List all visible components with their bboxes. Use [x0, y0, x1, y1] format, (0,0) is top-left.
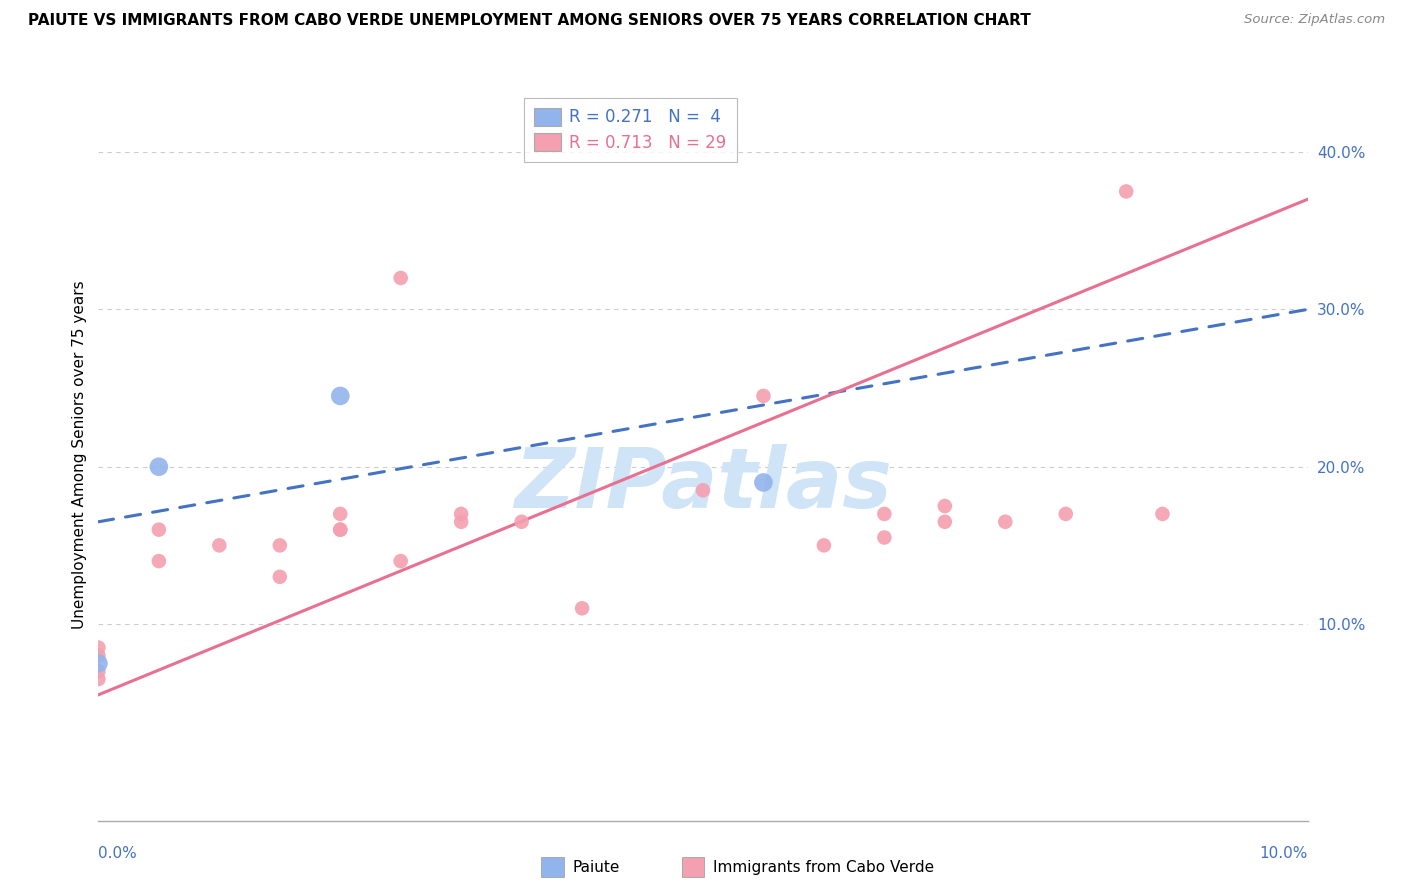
- Point: [994, 515, 1017, 529]
- Text: 0.0%: 0.0%: [98, 846, 138, 861]
- Point: [329, 389, 352, 403]
- Point: [752, 389, 775, 403]
- Point: [87, 657, 110, 671]
- Point: [692, 483, 714, 498]
- Point: [148, 459, 170, 474]
- Point: [813, 538, 835, 552]
- Point: [450, 515, 472, 529]
- Point: [269, 570, 291, 584]
- Point: [269, 538, 291, 552]
- Point: [510, 515, 533, 529]
- Point: [873, 507, 896, 521]
- Text: Source: ZipAtlas.com: Source: ZipAtlas.com: [1244, 13, 1385, 27]
- Point: [148, 554, 170, 568]
- Point: [148, 523, 170, 537]
- Point: [208, 538, 231, 552]
- Point: [873, 531, 896, 545]
- Point: [450, 507, 472, 521]
- Point: [934, 499, 956, 513]
- Point: [752, 475, 775, 490]
- Text: ZIPatlas: ZIPatlas: [515, 443, 891, 524]
- Point: [329, 523, 352, 537]
- Text: Immigrants from Cabo Verde: Immigrants from Cabo Verde: [713, 860, 934, 874]
- Point: [1152, 507, 1174, 521]
- Point: [1054, 507, 1077, 521]
- Point: [329, 523, 352, 537]
- Text: PAIUTE VS IMMIGRANTS FROM CABO VERDE UNEMPLOYMENT AMONG SENIORS OVER 75 YEARS CO: PAIUTE VS IMMIGRANTS FROM CABO VERDE UNE…: [28, 13, 1031, 29]
- Text: 10.0%: 10.0%: [1260, 846, 1308, 861]
- Point: [87, 648, 110, 663]
- Text: Paiute: Paiute: [572, 860, 620, 874]
- Point: [87, 664, 110, 678]
- Point: [329, 507, 352, 521]
- Y-axis label: Unemployment Among Seniors over 75 years: Unemployment Among Seniors over 75 years: [72, 281, 87, 629]
- Point: [571, 601, 593, 615]
- Point: [934, 515, 956, 529]
- Point: [87, 672, 110, 686]
- Point: [87, 640, 110, 655]
- Legend: R = 0.271   N =  4, R = 0.713   N = 29: R = 0.271 N = 4, R = 0.713 N = 29: [524, 97, 737, 161]
- Point: [389, 554, 412, 568]
- Point: [389, 271, 412, 285]
- Point: [1115, 185, 1137, 199]
